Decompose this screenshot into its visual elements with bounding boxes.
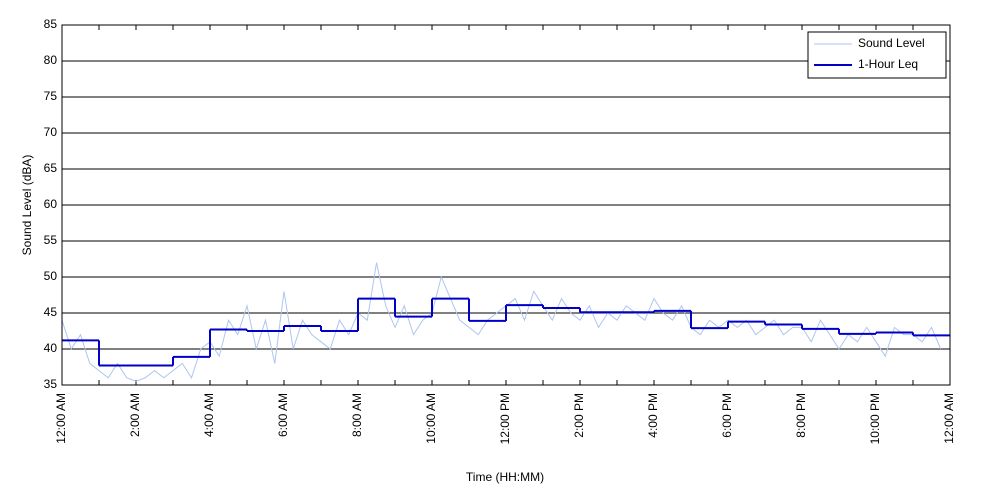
x-tick-label: 2:00 PM: [572, 393, 586, 438]
x-tick-label: 8:00 PM: [794, 393, 808, 438]
x-tick-label: 10:00 PM: [868, 393, 882, 444]
plot-area: [62, 262, 950, 382]
x-tick-label: 2:00 AM: [128, 393, 142, 437]
y-tick-label: 55: [44, 233, 58, 247]
x-tick-label: 4:00 AM: [202, 393, 216, 437]
y-tick-label: 50: [44, 269, 58, 283]
y-tick-label: 60: [44, 197, 58, 211]
x-tick-label: 12:00 PM: [498, 393, 512, 444]
y-tick-label: 35: [44, 377, 58, 391]
y-axis-label: Sound Level (dBA): [20, 155, 34, 256]
x-tick-label: 12:00 AM: [942, 393, 956, 444]
x-tick-label: 8:00 AM: [350, 393, 364, 437]
y-tick-label: 85: [44, 17, 58, 31]
legend-box: [807, 31, 947, 79]
x-tick-label: 6:00 PM: [720, 393, 734, 438]
y-tick-label: 45: [44, 305, 58, 319]
x-tick-label: 4:00 PM: [646, 393, 660, 438]
legend-label: 1-Hour Leq: [858, 57, 918, 71]
y-tick-label: 70: [44, 125, 58, 139]
plot-frame: [61, 24, 951, 386]
x-tick-label: 6:00 AM: [276, 393, 290, 437]
y-tick-label: 65: [44, 161, 58, 175]
legend-label: Sound Level: [858, 36, 925, 50]
y-tick-label: 40: [44, 341, 58, 355]
x-tick-label: 10:00 AM: [424, 393, 438, 444]
y-tick-label: 75: [44, 89, 58, 103]
x-axis-label: Time (HH:MM): [466, 470, 544, 484]
x-tick-label: 12:00 AM: [54, 393, 68, 444]
y-tick-label: 80: [44, 53, 58, 67]
series-line: [62, 262, 942, 382]
